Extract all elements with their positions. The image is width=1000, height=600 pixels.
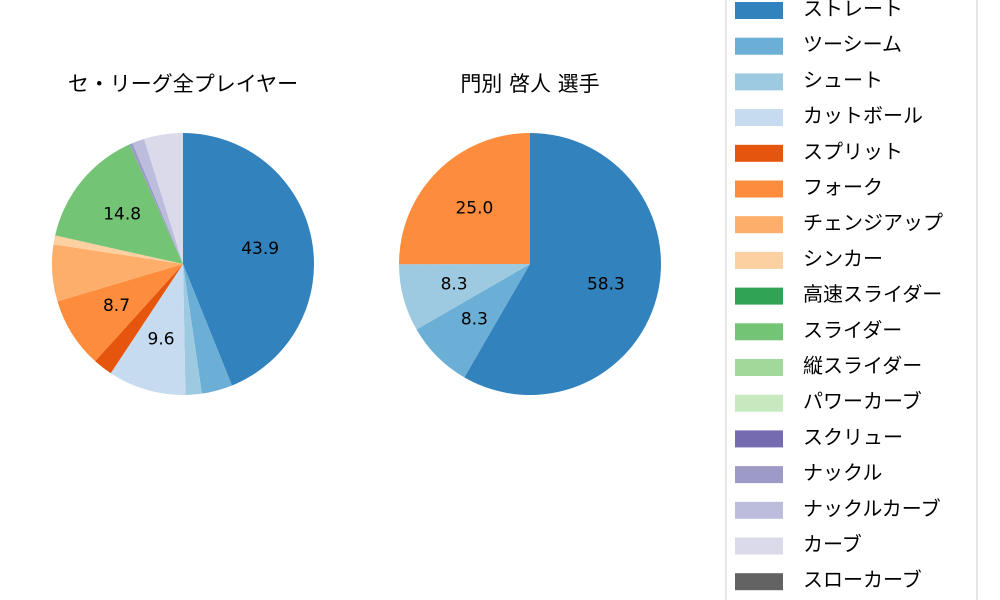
legend-label: スプリット	[803, 139, 903, 163]
pie-slice	[129, 143, 183, 264]
legend-swatch	[735, 359, 783, 376]
legend-label: 縦スライダー	[803, 354, 922, 378]
pie-slice	[183, 264, 232, 394]
legend: ストレートツーシームシュートカットボールスプリットフォークチェンジアップシンカー…	[725, 0, 978, 600]
legend-swatch	[735, 573, 783, 591]
chart-title: 門別 啓人 選手	[460, 72, 599, 96]
legend-swatch	[735, 73, 783, 91]
legend-swatch	[735, 109, 783, 127]
legend-swatch	[735, 2, 783, 19]
slice-label: 8.3	[461, 310, 488, 330]
legend-label: スローカーブ	[803, 568, 922, 592]
legend-label: パワーカーブ	[803, 389, 922, 413]
slice-label: 25.0	[455, 198, 493, 218]
legend-label: ナックルカーブ	[803, 496, 941, 520]
pie-slice	[464, 133, 661, 395]
pie-slice	[416, 264, 530, 378]
slice-label: 58.3	[587, 274, 625, 294]
legend-swatch	[735, 287, 783, 305]
legend-swatch	[735, 144, 783, 162]
legend-swatch	[735, 394, 783, 412]
legend-label: ナックル	[803, 461, 882, 485]
legend-swatch	[735, 430, 783, 448]
slice-label: 43.9	[241, 239, 279, 259]
pie-slice	[183, 264, 202, 395]
legend-label: フォーク	[803, 175, 883, 199]
pie-slice	[95, 264, 183, 374]
legend-label: シュート	[803, 68, 883, 92]
legend-swatch	[735, 216, 783, 234]
legend-label: 高速スライダー	[803, 282, 942, 306]
pie-slice	[55, 144, 183, 264]
legend-swatch	[735, 323, 783, 341]
pie-slice	[57, 264, 183, 362]
pie-slice	[399, 264, 530, 330]
legend-label: ツーシーム	[803, 32, 902, 56]
legend-label: スクリュー	[803, 425, 903, 449]
legend-frame	[725, 0, 978, 600]
chart-title: セ・リーグ全プレイヤー	[68, 72, 298, 96]
legend-swatch	[735, 466, 783, 484]
legend-swatch	[735, 501, 783, 519]
pie-slice	[53, 235, 184, 264]
slice-label: 8.7	[103, 296, 130, 316]
pie-slice	[398, 133, 530, 265]
pie-slice	[183, 133, 315, 386]
legend-label: スライダー	[803, 318, 902, 342]
slice-label: 8.3	[441, 274, 468, 294]
pie-slice	[52, 244, 184, 302]
legend-label: カーブ	[803, 532, 862, 556]
slice-label: 9.6	[148, 329, 175, 349]
legend-label: シンカー	[803, 246, 883, 270]
pie-slice	[132, 138, 183, 264]
legend-swatch	[735, 251, 783, 269]
legend-swatch	[735, 537, 783, 555]
legend-label: チェンジアップ	[803, 211, 943, 235]
legend-swatch	[735, 37, 783, 55]
legend-label: ストレート	[803, 0, 903, 21]
slice-label: 14.8	[103, 204, 141, 224]
legend-label: カットボール	[803, 104, 923, 128]
pie-slice	[110, 264, 186, 395]
legend-swatch	[735, 180, 783, 198]
pie-slice	[144, 133, 183, 264]
